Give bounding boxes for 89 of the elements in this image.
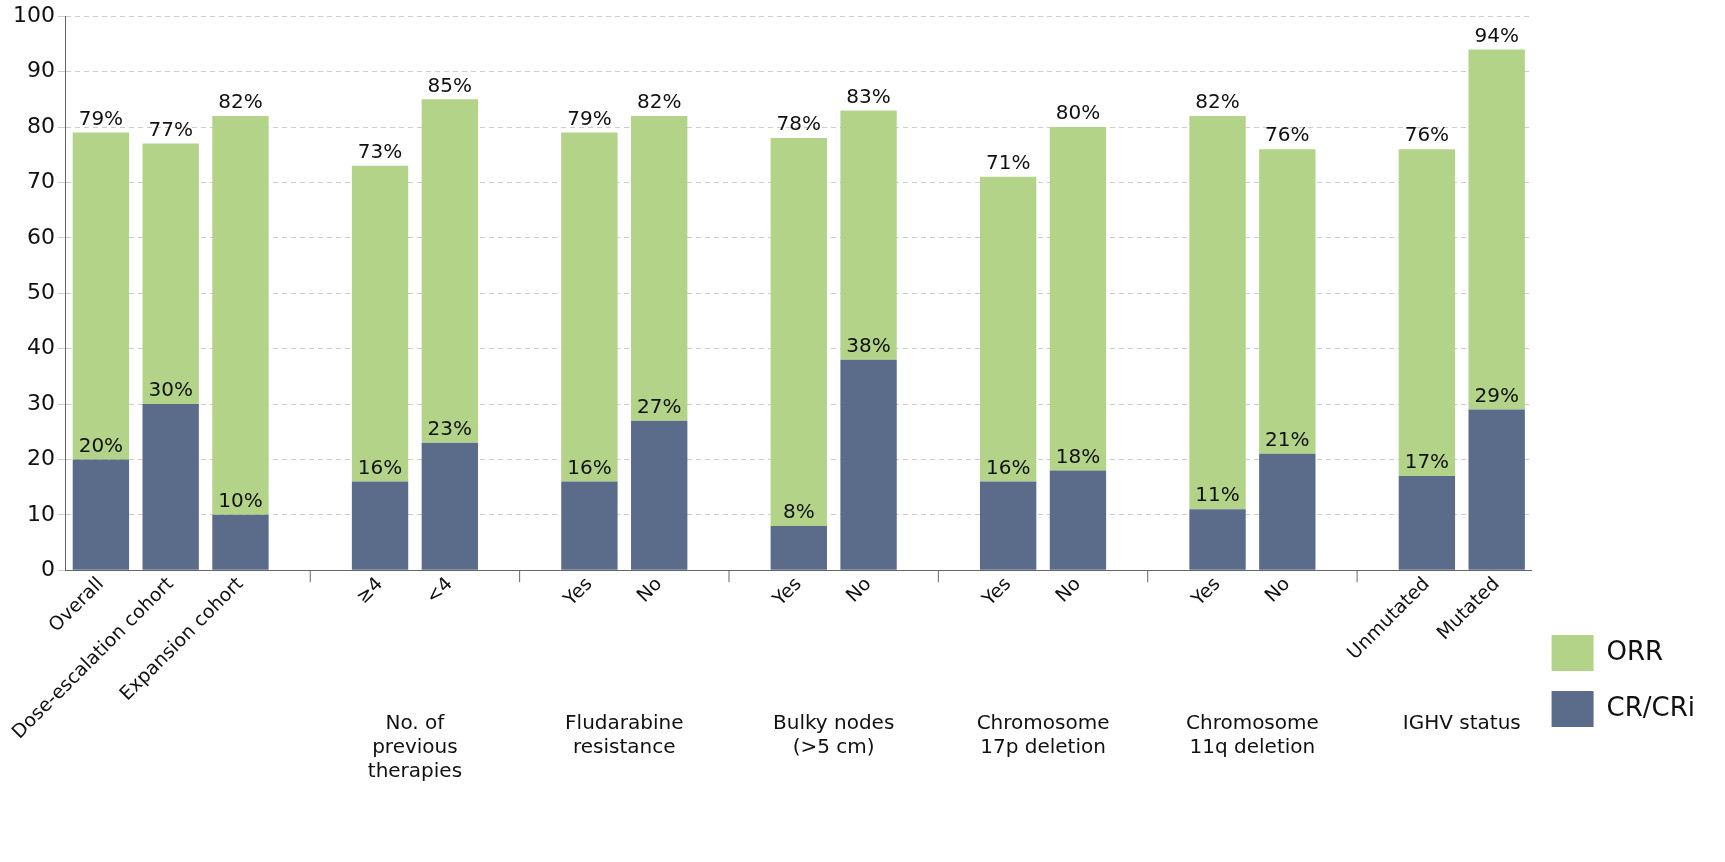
bar xyxy=(1049,127,1107,471)
y-tick-label: 50 xyxy=(26,278,55,304)
y-tick-label: 70 xyxy=(26,168,55,194)
bar xyxy=(631,115,688,421)
bar xyxy=(840,110,897,360)
y-tick-label: 90 xyxy=(26,57,55,83)
data-label: 11% xyxy=(1195,482,1240,507)
data-label: 38% xyxy=(846,332,891,357)
y-tick-label: 0 xyxy=(40,555,55,581)
text: IGHV status xyxy=(1401,710,1522,735)
bar xyxy=(1398,476,1456,570)
y-tick-label: 100 xyxy=(12,1,55,27)
total-label: 80% xyxy=(1055,100,1101,125)
bar xyxy=(770,138,827,526)
bar xyxy=(979,176,1037,482)
text: Fludarabine resistance xyxy=(564,710,685,759)
y-tick-label: 60 xyxy=(26,223,55,249)
bar xyxy=(631,420,688,570)
bar xyxy=(142,143,199,405)
x-tick-label: <4 xyxy=(420,572,457,608)
data-label: 20% xyxy=(78,432,124,457)
x-tick-label: Yes xyxy=(1185,572,1224,610)
bar xyxy=(1468,49,1525,410)
bar xyxy=(1259,453,1316,570)
data-label: 17% xyxy=(1404,449,1450,474)
bar xyxy=(421,99,479,443)
data-label: 16% xyxy=(357,454,403,479)
bar xyxy=(1189,509,1246,570)
bar xyxy=(351,165,409,482)
y-tick-label: 80 xyxy=(26,112,55,138)
data-label: 21% xyxy=(1265,427,1310,452)
total-label: 76% xyxy=(1265,122,1310,147)
y-tick-label: 20 xyxy=(26,445,55,471)
text: Bulky nodes (>5 cm) xyxy=(772,710,896,759)
legend-label: CR/CRi xyxy=(1606,691,1696,722)
legend-label: ORR xyxy=(1606,635,1664,666)
bar xyxy=(212,514,269,570)
bar xyxy=(351,481,409,570)
data-label: 23% xyxy=(427,415,473,440)
total-label: 76% xyxy=(1404,122,1450,147)
bar xyxy=(1468,409,1525,570)
bar xyxy=(1259,149,1316,454)
x-tick-label: Yes xyxy=(767,572,806,610)
total-label: 82% xyxy=(1195,89,1240,114)
bar xyxy=(142,404,199,570)
total-label: 78% xyxy=(776,111,822,136)
bar xyxy=(212,115,269,515)
total-label: 79% xyxy=(567,105,612,130)
data-label: 30% xyxy=(148,377,193,402)
y-tick-label: 40 xyxy=(26,334,55,360)
data-label: 16% xyxy=(985,454,1031,479)
bar xyxy=(561,481,618,570)
x-tick-label: ≥4 xyxy=(351,572,387,608)
total-label: 82% xyxy=(218,89,263,114)
x-tick-label: No xyxy=(631,572,666,606)
data-label: 16% xyxy=(567,454,612,479)
bar xyxy=(1049,470,1107,570)
data-label: 10% xyxy=(218,488,263,513)
y-tick-label: 30 xyxy=(26,389,55,415)
x-tick-label: No xyxy=(841,572,875,606)
total-label: 85% xyxy=(427,72,473,97)
y-tick-label: 10 xyxy=(26,500,55,526)
x-tick-label: Yes xyxy=(976,572,1015,610)
bar xyxy=(1398,149,1456,477)
total-label: 79% xyxy=(78,105,124,130)
data-label: 18% xyxy=(1055,443,1101,468)
x-tick-label: No xyxy=(1050,572,1085,606)
total-label: 94% xyxy=(1474,22,1519,47)
total-label: 77% xyxy=(148,116,193,141)
bar xyxy=(72,459,130,570)
total-label: 82% xyxy=(636,89,682,114)
bar xyxy=(561,132,618,482)
bar xyxy=(840,359,897,570)
bar xyxy=(421,442,479,570)
text: No. of previous therapies xyxy=(366,710,464,783)
bar xyxy=(770,525,827,570)
text: Chromosome 17p deletion xyxy=(975,710,1111,759)
total-label: 73% xyxy=(357,138,403,163)
bar xyxy=(72,132,130,460)
bar xyxy=(1189,115,1246,510)
total-label: 71% xyxy=(985,150,1031,175)
data-label: 27% xyxy=(636,393,682,418)
bar xyxy=(979,481,1037,570)
total-label: 83% xyxy=(846,83,891,108)
data-label: 8% xyxy=(782,499,815,524)
data-label: 29% xyxy=(1474,382,1519,407)
x-tick-label: No xyxy=(1259,572,1294,606)
x-tick-label: Yes xyxy=(557,572,596,610)
text: Chromosome 11q deletion xyxy=(1185,710,1320,759)
